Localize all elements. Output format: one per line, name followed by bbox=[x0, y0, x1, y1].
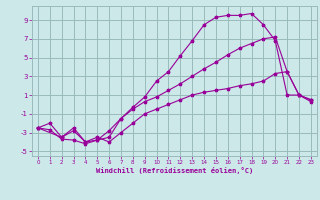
X-axis label: Windchill (Refroidissement éolien,°C): Windchill (Refroidissement éolien,°C) bbox=[96, 167, 253, 174]
